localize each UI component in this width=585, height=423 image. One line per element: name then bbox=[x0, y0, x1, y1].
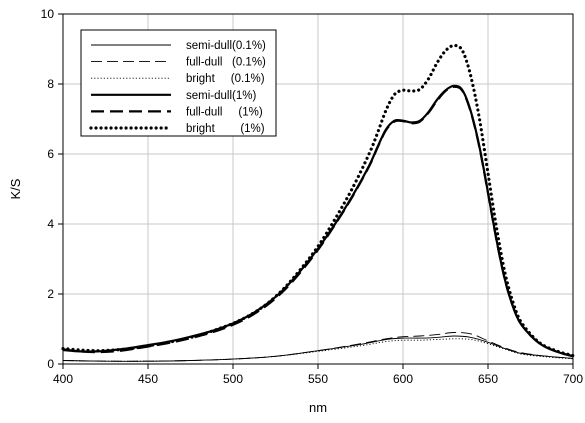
legend-label: semi-dull(0.1%) bbox=[186, 40, 266, 52]
x-axis-label: nm bbox=[309, 400, 327, 415]
series-line-2 bbox=[62, 332, 574, 362]
y-tick-label: 4 bbox=[47, 217, 54, 231]
series-line-5 bbox=[62, 85, 574, 358]
x-tick-label: 400 bbox=[53, 372, 73, 386]
legend: semi-dull(0.1%) full-dull (0.1%) bright (0… bbox=[80, 29, 277, 137]
legend-label: full-dull (0.1%) bbox=[186, 57, 266, 69]
y-tick-label: 8 bbox=[47, 77, 54, 91]
x-tick-label: 600 bbox=[393, 372, 413, 386]
series-lines bbox=[61, 43, 575, 362]
y-axis-label: K/S bbox=[8, 178, 23, 199]
legend-label: semi-dull(1%) bbox=[186, 90, 256, 102]
x-tick-label: 700 bbox=[563, 372, 583, 386]
legend-label: bright (0.1%) bbox=[186, 73, 265, 85]
legend-box bbox=[80, 29, 277, 137]
series-line-1 bbox=[62, 335, 574, 362]
series-line-6 bbox=[61, 43, 575, 358]
x-tick-label: 650 bbox=[478, 372, 498, 386]
x-tick-label: 500 bbox=[223, 372, 243, 386]
axis-ticks: 400 450 500 550 600 650 700 0 2 4 6 8 10 bbox=[41, 7, 584, 386]
x-tick-label: 550 bbox=[308, 372, 328, 386]
y-tick-label: 2 bbox=[47, 287, 54, 301]
y-tick-label: 0 bbox=[47, 357, 54, 371]
x-tick-label: 450 bbox=[138, 372, 158, 386]
legend-label: full-dull (1%) bbox=[186, 106, 263, 118]
y-tick-label: 6 bbox=[47, 147, 54, 161]
y-tick-label: 10 bbox=[41, 7, 55, 21]
legend-label: bright (1%) bbox=[186, 123, 265, 135]
